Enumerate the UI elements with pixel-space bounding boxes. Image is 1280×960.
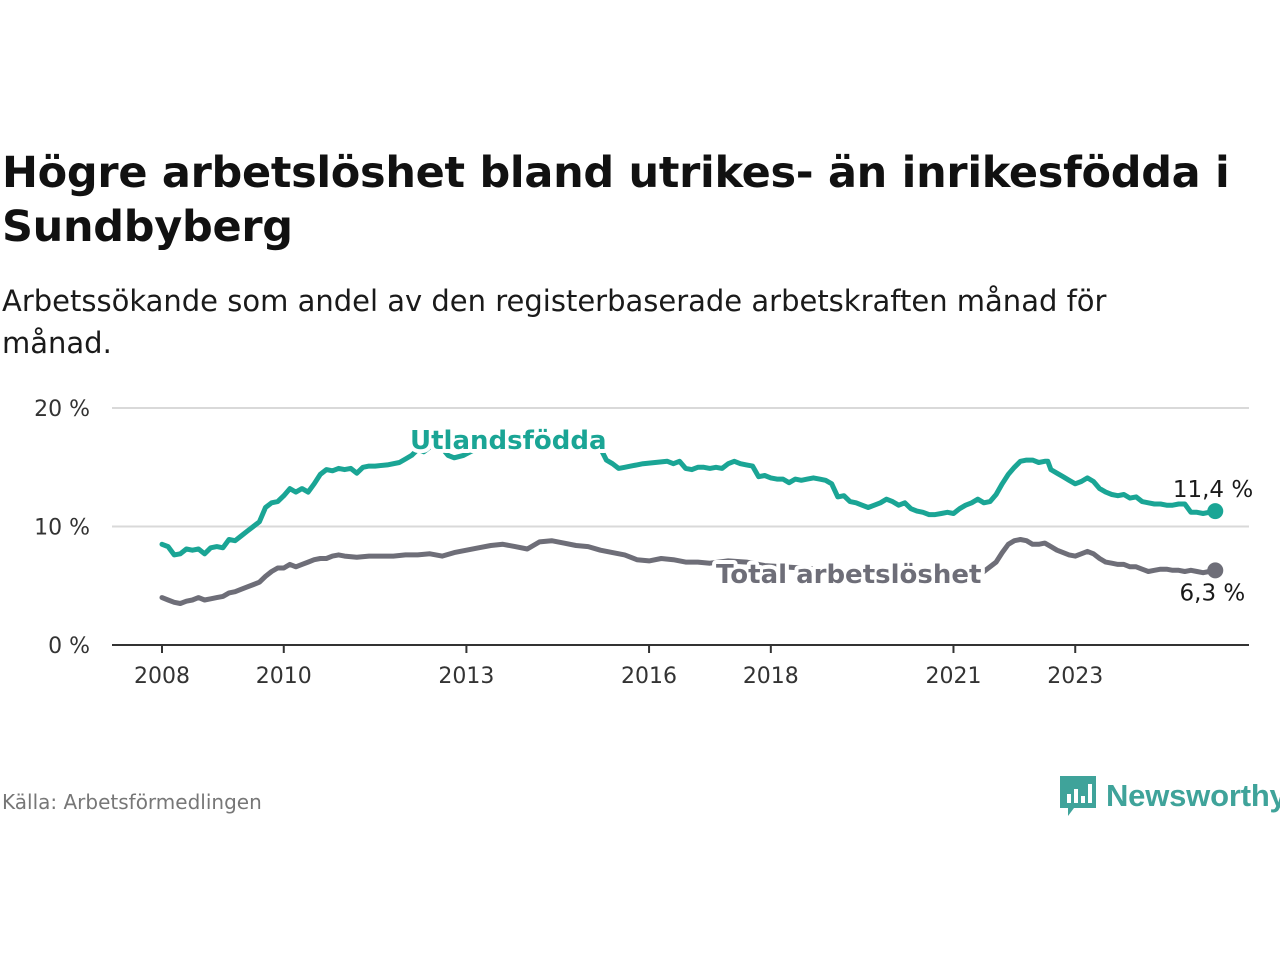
x-tick-label: 2010 [256, 664, 312, 689]
series-end-marker-1 [1207, 562, 1224, 579]
x-tick-label: 2016 [621, 664, 677, 689]
annotation-total-arbetsloshet: Total arbetslöshet [716, 560, 981, 590]
y-tick-label: 0 % [48, 634, 90, 659]
x-tick-label: 2021 [925, 664, 981, 689]
x-axis: 2008 2010 2013 2016 2018 2021 2023 [112, 644, 1249, 689]
source-note: Källa: Arbetsförmedlingen [2, 790, 262, 814]
y-tick-label: 10 % [34, 516, 90, 541]
newsworthy-logo-icon [1060, 776, 1096, 816]
series-end-marker-0 [1207, 503, 1224, 520]
x-tick-label: 2018 [743, 664, 799, 689]
brand-logo: Newsworthy [1058, 774, 1280, 818]
annotation-total-arbetsloshet-halo: Total arbetslöshet [716, 560, 981, 590]
series-labels: 11,4 %6,3 %UtlandsföddaUtlandsföddaTotal… [406, 422, 1253, 606]
gridlines [112, 407, 1249, 528]
brand-name: Newsworthy [1106, 778, 1280, 813]
chart-subtitle: Arbetssökande som andel av den registerb… [2, 284, 1107, 360]
y-tick-label: 20 % [34, 397, 90, 422]
series-line-0 [159, 442, 1218, 558]
annotation-utlandsfodda: Utlandsfödda [410, 426, 607, 456]
y-axis-ticks: 0 % 10 % 20 % [34, 397, 90, 659]
x-tick-label: 2013 [438, 664, 494, 689]
x-tick-label: 2023 [1047, 664, 1103, 689]
annotation-utlandsfodda-halo: Utlandsfödda [410, 426, 607, 456]
end-value-label-total: 6,3 % [1180, 580, 1246, 606]
chart-title: Högre arbetslöshet bland utrikes- än inr… [2, 148, 1230, 252]
series-line-1 [159, 537, 1218, 606]
line-chart: 0 % 10 % 20 % 2008 2010 2013 2016 2018 2021 2023… [34, 397, 1253, 689]
end-value-label-utlandsfodda: 11,4 % [1173, 477, 1253, 503]
x-tick-label: 2008 [134, 664, 190, 689]
series-lines [159, 442, 1224, 606]
